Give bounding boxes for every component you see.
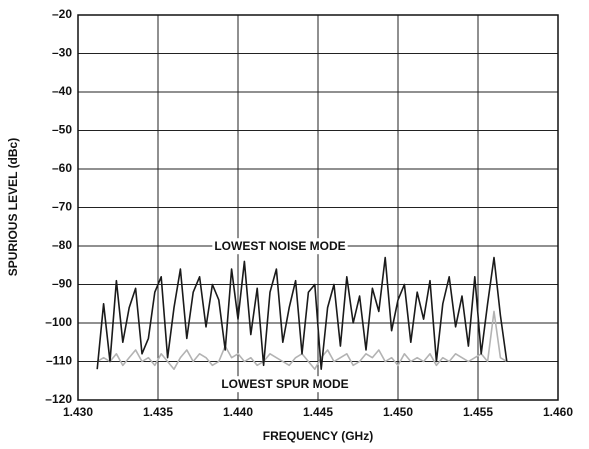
x-tick-label: 1.455 [463,405,493,419]
series-label: LOWEST SPUR MODE [221,377,348,391]
y-tick-label: –60 [52,161,72,175]
y-tick-label: –20 [52,7,72,21]
y-tick-label: –100 [45,315,72,329]
series-label: LOWEST NOISE MODE [214,239,345,253]
plot-frame [77,14,559,401]
x-tick-label: 1.445 [303,405,333,419]
x-tick-label: 1.440 [223,405,253,419]
label-background [212,238,348,255]
y-tick-label: –70 [52,200,72,214]
series-line [96,256,508,371]
x-tick-label: 1.450 [383,405,413,419]
x-tick-label: 1.460 [543,405,573,419]
y-tick-label: –40 [52,84,72,98]
y-tick-label: –50 [52,123,72,137]
y-tick-label: –120 [45,392,72,406]
y-tick-label: –30 [52,46,72,60]
x-tick-label: 1.430 [63,405,93,419]
y-tick-label: –80 [52,238,72,252]
x-tick-label: 1.435 [143,405,173,419]
y-axis-label: SPURIOUS LEVEL (dBc) [6,138,20,276]
y-tick-label: –110 [46,354,72,368]
y-tick-label: –90 [52,277,72,291]
x-axis-label: FREQUENCY (GHz) [263,429,373,443]
series-line [96,310,508,371]
label-background [219,376,351,393]
